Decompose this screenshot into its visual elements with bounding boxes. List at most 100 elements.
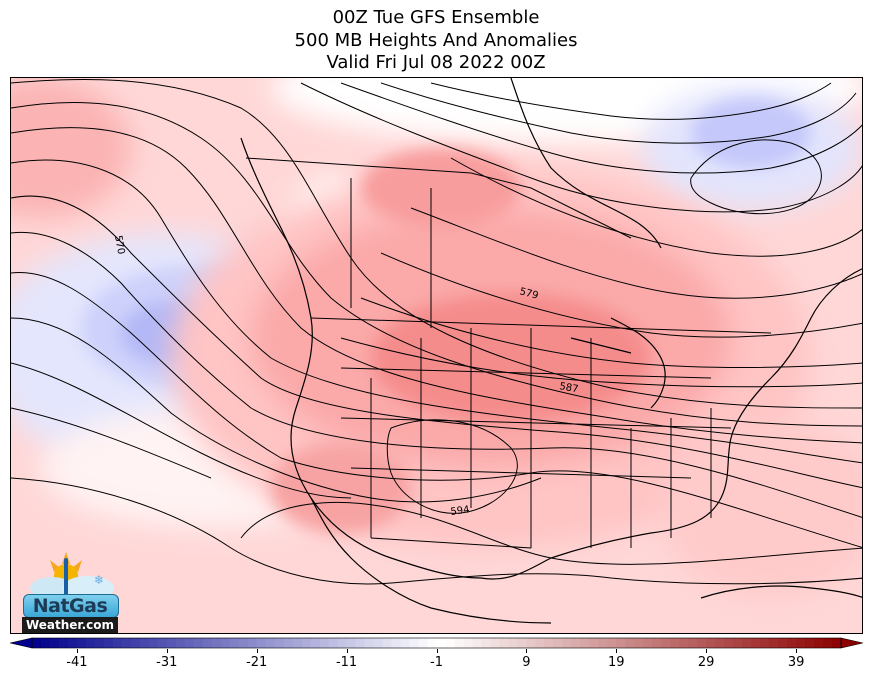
colorbar-cell — [805, 638, 815, 648]
colorbar-cell — [265, 638, 276, 648]
colorbar-cell — [193, 638, 204, 648]
colorbar-cell — [652, 638, 662, 648]
anomaly-map: 570 579 587 594 — [10, 77, 863, 634]
colorbar-cell — [85, 638, 96, 648]
colorbar-cell — [202, 638, 213, 648]
colorbar-cell — [346, 638, 357, 648]
colorbar-cell — [562, 638, 572, 648]
colorbar-cell — [211, 638, 222, 648]
colorbar-cell — [544, 638, 554, 648]
colorbar-tick-mark — [256, 649, 258, 653]
colorbar-cell — [598, 638, 608, 648]
colorbar-tick-mark — [76, 649, 78, 653]
colorbar-tick-mark — [436, 649, 438, 653]
map-subtitle: 500 MB Heights And Anomalies — [294, 30, 578, 51]
colorbar-cell — [292, 638, 303, 648]
colorbar-cell — [688, 638, 698, 648]
colorbar-cell — [274, 638, 285, 648]
colorbar-extend-high — [840, 637, 863, 649]
colorbar-cell — [454, 638, 464, 648]
colorbar-cell — [733, 638, 743, 648]
colorbar-cell — [247, 638, 258, 648]
colorbar-cell — [724, 638, 734, 648]
colorbar-cell — [355, 638, 366, 648]
colorbar-cell — [589, 638, 599, 648]
colorbar-cell — [814, 638, 824, 648]
colorbar-tick-label: -21 — [246, 655, 268, 670]
colorbar-cell — [643, 638, 653, 648]
colorbar-cell — [130, 638, 141, 648]
colorbar-tick-label: 9 — [522, 655, 531, 670]
colorbar-cell — [697, 638, 707, 648]
colorbar-cell — [229, 638, 240, 648]
colorbar-cell — [607, 638, 617, 648]
logo-sub-text: Weather.com — [22, 617, 118, 633]
colorbar-tick-label: 39 — [787, 655, 805, 670]
height-contours — [11, 78, 862, 585]
colorbar-cell — [364, 638, 375, 648]
colorbar-cell — [112, 638, 123, 648]
contour-label-579: 579 — [518, 286, 539, 302]
contour-label-587: 587 — [558, 381, 579, 395]
svg-text:❄: ❄ — [94, 573, 104, 587]
colorbar-cell — [715, 638, 725, 648]
colorbar-cell — [526, 638, 536, 648]
colorbar-cell — [220, 638, 231, 648]
colorbar-cell — [382, 638, 393, 648]
colorbar-cell — [769, 638, 779, 648]
colorbar-cell — [391, 638, 402, 648]
colorbar-cell — [760, 638, 770, 648]
colorbar-cell — [94, 638, 105, 648]
sun-cloud-icon: ❄ — [30, 552, 114, 600]
colorbar-cell — [661, 638, 671, 648]
colorbar-cell — [328, 638, 339, 648]
colorbar-cell — [40, 638, 51, 648]
colorbar-cell — [139, 638, 150, 648]
colorbar-cell — [751, 638, 761, 648]
colorbar-cell — [148, 638, 159, 648]
colorbar-cell — [310, 638, 321, 648]
colorbar-cell — [670, 638, 680, 648]
colorbar-cell — [508, 638, 518, 648]
colorbar-cell — [787, 638, 797, 648]
colorbar-cell — [463, 638, 473, 648]
natgas-weather-logo: ❄ NatGas Weather.com — [22, 550, 119, 634]
colorbar-cell — [823, 638, 833, 648]
colorbar-cell — [157, 638, 168, 648]
coastlines — [240, 78, 862, 624]
colorbar-cell — [796, 638, 806, 648]
colorbar-cell — [625, 638, 635, 648]
anomaly-colorbar — [10, 637, 863, 649]
colorbar-cell — [337, 638, 348, 648]
colorbar-cell — [166, 638, 177, 648]
colorbar-cell — [400, 638, 411, 648]
colorbar-cell — [103, 638, 114, 648]
colorbar-cell — [517, 638, 527, 648]
colorbar-tick-mark — [526, 649, 528, 653]
colorbar-cell — [256, 638, 267, 648]
colorbar-tick-label: -31 — [156, 655, 178, 670]
colorbar-cell — [535, 638, 545, 648]
colorbar-tick-label: 19 — [608, 655, 625, 670]
colorbar-cell — [436, 638, 446, 648]
colorbar-cell — [616, 638, 626, 648]
colorbar-cell — [184, 638, 195, 648]
colorbar-cells — [10, 637, 863, 649]
contour-label-570: 570 — [112, 235, 126, 256]
colorbar-cell — [499, 638, 509, 648]
map-canvas: 570 579 587 594 — [11, 78, 862, 633]
colorbar-cell — [427, 638, 437, 648]
colorbar-cell — [175, 638, 186, 648]
colorbar-tick-mark — [616, 649, 618, 653]
colorbar-cell — [778, 638, 788, 648]
contour-label-594: 594 — [450, 504, 470, 518]
colorbar-cell — [121, 638, 132, 648]
colorbar-tick-mark — [706, 649, 708, 653]
logo-badge — [23, 594, 119, 618]
colorbar-cell — [49, 638, 60, 648]
colorbar-cell — [409, 638, 420, 648]
map-title: 00Z Tue GFS Ensemble — [332, 7, 540, 28]
colorbar-cell — [238, 638, 249, 648]
colorbar-cell — [319, 638, 330, 648]
colorbar-extend-low — [10, 637, 33, 649]
